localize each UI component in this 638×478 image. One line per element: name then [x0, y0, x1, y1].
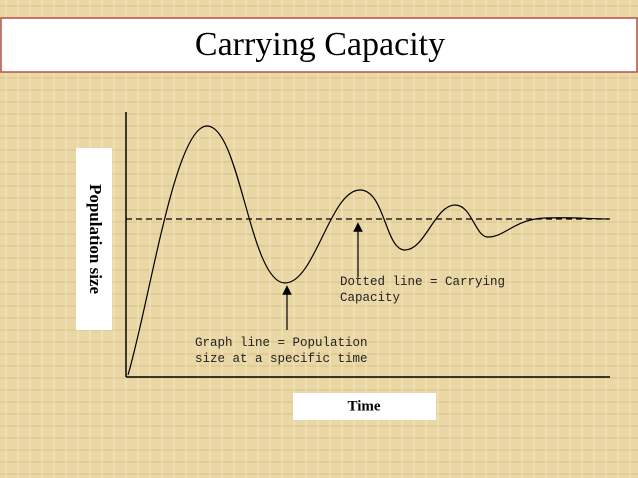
annotation-text: size at a specific time [195, 352, 368, 366]
y-label-box [76, 148, 112, 330]
x-label-box [293, 393, 436, 420]
annotation-text: Graph line = Population [195, 336, 368, 350]
x-axis-label: Time [347, 398, 380, 414]
y-axis-label: Population size [86, 184, 105, 294]
annotation-text: Capacity [340, 291, 401, 305]
population-curve [127, 125, 609, 376]
title-box [0, 17, 638, 73]
annotation-text: Dotted line = Carrying [340, 275, 505, 289]
title: Carrying Capacity [195, 26, 445, 63]
